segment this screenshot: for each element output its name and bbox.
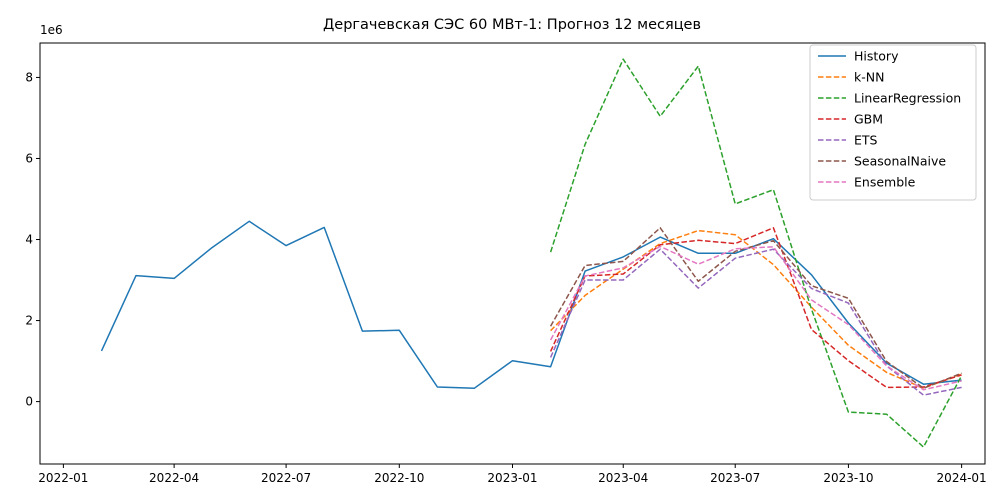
y-axis: 0 2 4 6 8 <box>25 70 40 409</box>
series-line-k-nn <box>550 229 962 389</box>
legend-entry-label: History <box>854 49 899 64</box>
y-tick-label: 4 <box>25 233 33 247</box>
series-line-history <box>100 220 962 389</box>
x-tick-label: 2022-01 <box>38 471 88 485</box>
y-axis-offset-label: 1e6 <box>40 23 63 37</box>
series-line-gbm <box>549 227 962 389</box>
x-tick-label: 2022-07 <box>261 471 311 485</box>
series-line-ets <box>549 248 962 396</box>
x-tick-label: 2024-01 <box>937 471 987 485</box>
legend-entry-label: ETS <box>854 133 878 148</box>
x-tick-label: 2023-04 <box>598 471 648 485</box>
y-tick-label: 0 <box>25 395 33 409</box>
x-tick-label: 2023-07 <box>710 471 760 485</box>
series-line-linearregression <box>549 58 963 448</box>
series-line-ensemble <box>549 245 962 391</box>
x-tick-label: 2022-04 <box>149 471 199 485</box>
x-axis: 2022-01 2022-04 2022-07 2022-10 2023-01 2023-… <box>38 464 987 485</box>
legend-entry-label: k-NN <box>854 70 884 85</box>
legend-box <box>809 44 977 201</box>
legend-entry-label: LinearRegression <box>854 91 961 106</box>
plot-area <box>100 58 963 448</box>
x-tick-label: 2022-10 <box>374 471 424 485</box>
y-tick-label: 2 <box>25 314 33 328</box>
y-tick-label: 6 <box>25 151 33 165</box>
series-line-seasonalnaive <box>549 227 962 389</box>
x-tick-label: 2023-01 <box>487 471 537 485</box>
legend-entry-label: Ensemble <box>854 175 916 190</box>
chart-title: Дергачевская СЭС 60 МВт-1: Прогноз 12 ме… <box>323 17 701 33</box>
legend-entry-label: SeasonalNaive <box>854 154 946 169</box>
legend-entry-label: GBM <box>854 112 883 127</box>
y-tick-label: 8 <box>25 70 33 84</box>
x-tick-label: 2023-10 <box>823 471 873 485</box>
legend: History k-NN LinearRegression GBM ETS Seasona… <box>809 44 977 201</box>
